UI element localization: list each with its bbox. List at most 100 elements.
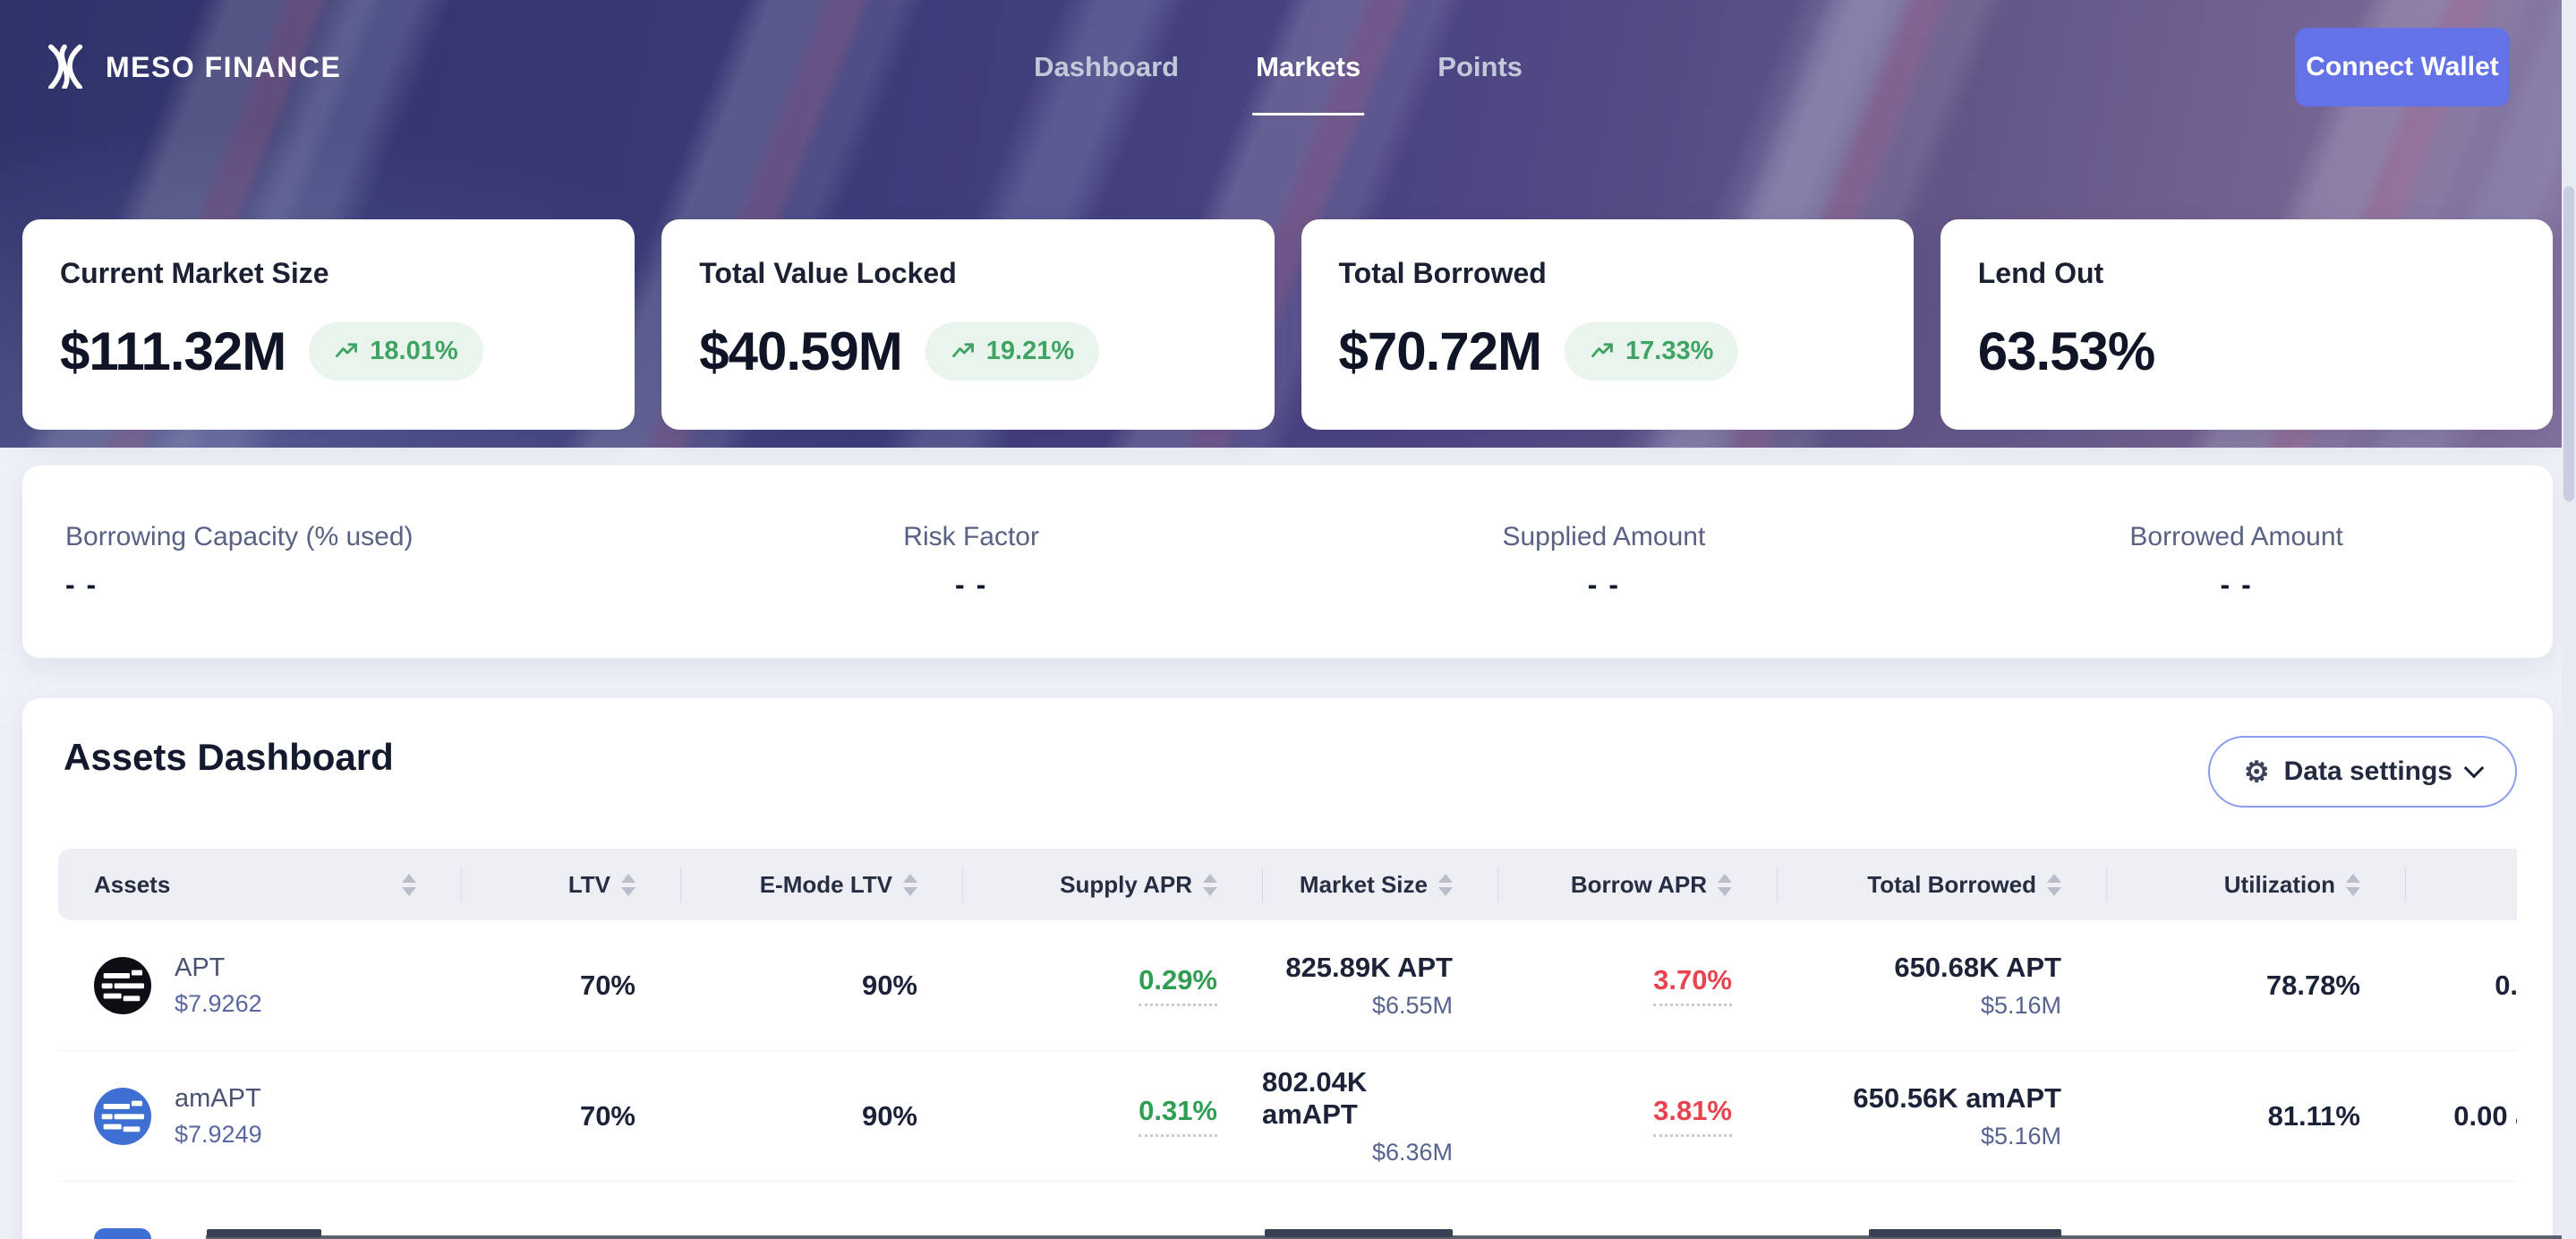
sort-icon [903,873,917,896]
assets-dashboard-card: Assets Dashboard ⚙ Data settings Assets … [22,698,2576,1239]
column-label: LTV [567,870,610,898]
stat-card-lend-out: Lend Out 63.53% [1940,219,2553,430]
user-stat-value: - - [955,568,988,601]
stat-title: Current Market Size [60,257,329,289]
user-stat-label: Borrowed Amount [2129,522,2343,551]
change-badge: 18.01% [309,322,483,380]
supply-apr-value[interactable]: 0.29% [1139,964,1217,1006]
total-borrowed-value: 650.68K APT [1894,951,2061,983]
nav-tabs: Dashboard Markets Points [1034,51,1523,115]
tab-markets[interactable]: Markets [1252,51,1365,115]
sort-icon [1718,873,1732,896]
total-borrowed-usd: $5.16M [1980,991,2061,1019]
change-badge: 17.33% [1565,322,1739,380]
stat-value: $111.32M [60,321,286,381]
trend-up-icon [336,342,358,357]
change-value: 17.33% [1625,337,1714,365]
stat-card-total-borrowed: Total Borrowed $70.72M 17.33% [1301,219,1914,430]
column-label: Borrow APR [1570,870,1707,898]
column-label: Supply APR [1060,870,1192,898]
ltv-value: 70% [579,1099,635,1132]
wallet-balance-value: 0.00 amAPT [2453,1099,2517,1132]
total-borrowed-usd: $5.16M [1980,1122,2061,1149]
stat-card-tvl: Total Value Locked $40.59M 19.21% [661,219,1275,430]
column-header-utilization[interactable]: Utilization [2106,849,2405,920]
borrow-apr-value[interactable]: 3.70% [1653,964,1732,1006]
user-stats-panel: Borrowing Capacity (% used) - - Risk Fac… [22,466,2553,658]
asset-name: APT [175,953,226,982]
market-size-usd: $6.36M [1371,1138,1453,1166]
column-header-wallet[interactable]: Wallet [2405,849,2517,920]
stat-title: Total Borrowed [1338,257,1547,289]
data-settings-button[interactable]: ⚙ Data settings [2207,736,2517,807]
sort-icon [402,873,416,896]
ltv-value: 70% [579,969,635,1001]
tab-points[interactable]: Points [1437,51,1523,82]
top-nav: MESO FINANCE Dashboard Markets Points Co… [0,0,2576,134]
assets-table: Assets LTV E-Mode LTV Supply APR Market … [58,849,2517,1182]
column-label: Total Borrowed [1867,870,2036,898]
table-row[interactable]: amAPT $7.9249 70% 90% 0.31% 802.04K amAP… [58,1051,2517,1182]
column-header-total-borrowed[interactable]: Total Borrowed [1777,849,2106,920]
user-stat-label: Supplied Amount [1502,522,1706,551]
sort-icon [2346,873,2360,896]
borrow-apr-value[interactable]: 3.81% [1653,1095,1732,1137]
chevron-down-icon [2463,757,2485,779]
page-scrollbar[interactable] [2562,0,2576,1239]
user-stat-value: - - [1587,568,1620,601]
user-stat-value: - - [2220,568,2253,601]
change-badge: 19.21% [925,322,1100,380]
utilization-value: 81.11% [2267,1099,2360,1132]
user-stat-value: - - [65,568,98,601]
user-stat-label: Risk Factor [903,522,1039,551]
table-row[interactable]: APT $7.9262 70% 90% 0.29% 825.89K APT $6… [58,920,2517,1051]
column-label: E-Mode LTV [759,870,892,898]
supply-apr-value[interactable]: 0.31% [1139,1095,1217,1137]
utilization-value: 78.78% [2265,969,2360,1001]
assets-dashboard-title: Assets Dashboard [64,736,394,778]
column-label: Utilization [2223,870,2335,898]
amapt-token-icon [94,1087,151,1145]
trend-up-icon [1591,342,1613,357]
brand[interactable]: MESO FINANCE [41,42,341,93]
sort-icon [621,873,635,896]
stat-title: Lend Out [1977,257,2104,289]
column-header-market-size[interactable]: Market Size [1262,849,1497,920]
asset-price: $7.9262 [175,989,262,1017]
user-stat-label: Borrowing Capacity (% used) [65,522,414,551]
user-stat-borrowed-amount: Borrowed Amount - - [1920,522,2553,602]
asset-name: amAPT [175,1083,261,1113]
change-value: 19.21% [985,337,1075,365]
emode-ltv-value: 90% [861,1099,917,1132]
stat-value: $70.72M [1338,321,1542,381]
change-value: 18.01% [370,337,458,365]
user-stat-supplied-amount: Supplied Amount - - [1288,522,1921,602]
scrollbar-thumb[interactable] [2563,186,2574,501]
gear-icon: ⚙ [2243,756,2270,788]
brand-name: MESO FINANCE [106,50,342,83]
column-header-emode-ltv[interactable]: E-Mode LTV [680,849,962,920]
connect-wallet-button[interactable]: Connect Wallet [2295,28,2510,107]
column-header-assets[interactable]: Assets [58,849,461,920]
column-header-supply-apr[interactable]: Supply APR [962,849,1262,920]
column-header-borrow-apr[interactable]: Borrow APR [1497,849,1777,920]
stats-cards-row: Current Market Size $111.32M 18.01% Tota… [22,219,2553,430]
partial-text [1869,1229,2061,1237]
asset-price: $7.9249 [175,1120,262,1148]
user-stat-borrowing-capacity: Borrowing Capacity (% used) - - [22,522,655,602]
partial-token-icon [94,1228,151,1239]
market-size-value: 802.04K amAPT [1262,1065,1368,1130]
partial-text [1265,1229,1453,1237]
sort-icon [1438,873,1453,896]
column-label: Market Size [1299,870,1428,898]
wallet-balance-value: 0.00 APT [2495,969,2517,1001]
sort-icon [1203,873,1217,896]
column-header-ltv[interactable]: LTV [461,849,680,920]
stat-value: 63.53% [1977,321,2155,381]
emode-ltv-value: 90% [861,969,917,1001]
market-size-value: 825.89K APT [1285,951,1453,983]
user-stat-risk-factor: Risk Factor - - [655,522,1288,602]
assets-table-header: Assets LTV E-Mode LTV Supply APR Market … [58,849,2517,920]
meso-logo-icon [41,42,88,93]
tab-dashboard[interactable]: Dashboard [1034,51,1180,82]
